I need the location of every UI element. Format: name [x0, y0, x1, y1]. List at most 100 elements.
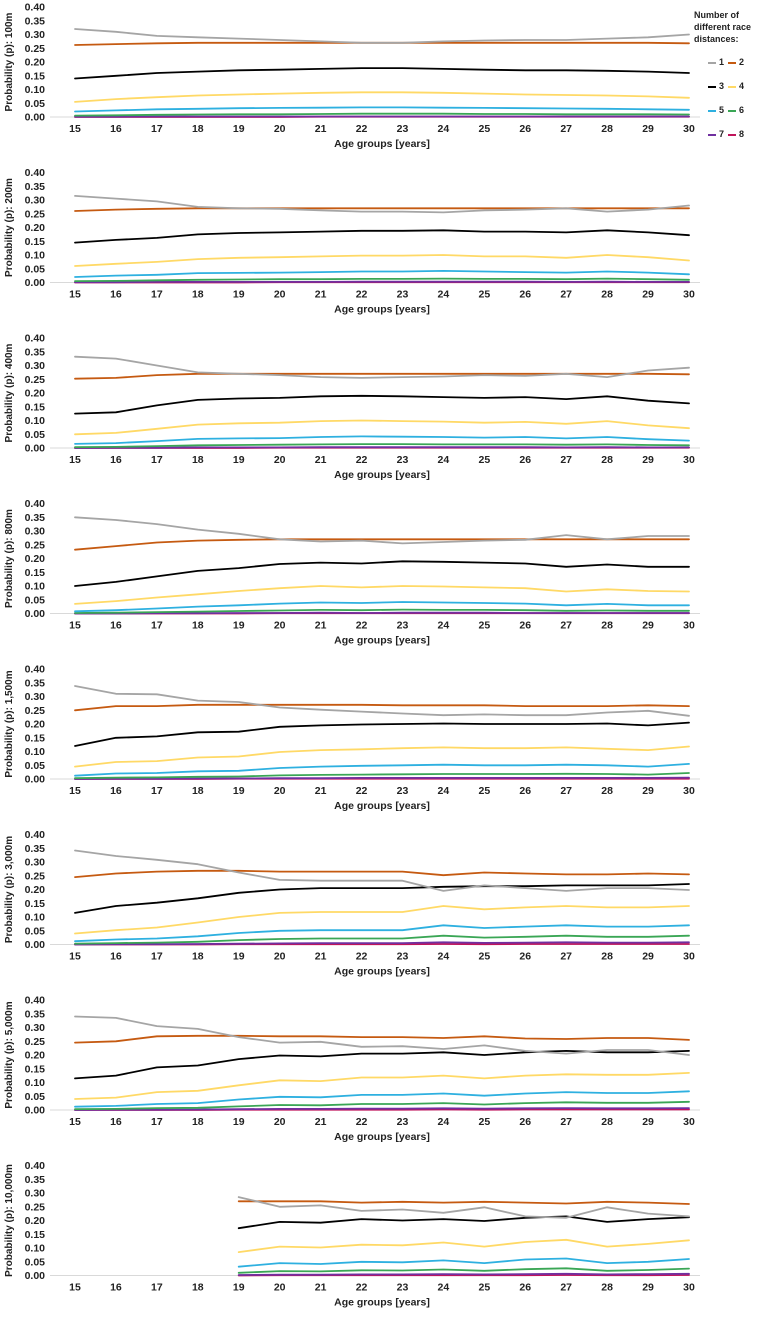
- x-tick-label: 23: [397, 785, 409, 797]
- x-tick-label: 15: [69, 1116, 81, 1128]
- y-tick-label: 0.15: [25, 1229, 46, 1241]
- x-tick-label: 27: [560, 289, 572, 301]
- y-tick-label: 0.00: [25, 443, 46, 455]
- y-tick-label: 0.35: [25, 15, 46, 27]
- y-tick-label: 0.00: [25, 277, 46, 289]
- x-tick-label: 26: [519, 454, 531, 466]
- x-tick-label: 26: [519, 951, 531, 963]
- y-tick-label: 0.40: [25, 664, 46, 676]
- y-tick-label: 0.40: [25, 995, 46, 1007]
- x-tick-label: 24: [438, 454, 450, 466]
- x-tick-label: 17: [151, 289, 163, 301]
- x-tick-label: 26: [519, 123, 531, 135]
- x-tick-label: 28: [601, 1116, 613, 1128]
- series-line-3: [74, 67, 690, 80]
- x-tick-label: 26: [519, 1116, 531, 1128]
- x-tick-label: 18: [192, 1116, 204, 1128]
- x-tick-label: 27: [560, 620, 572, 632]
- x-tick-label: 24: [438, 1282, 450, 1294]
- x-tick-label: 17: [151, 1116, 163, 1128]
- series-line-6: [74, 608, 690, 614]
- y-tick-label: 0.15: [25, 236, 46, 248]
- x-tick-label: 16: [110, 289, 122, 301]
- x-tick-label: 17: [151, 454, 163, 466]
- x-tick-label: 19: [233, 454, 245, 466]
- x-tick-label: 27: [560, 454, 572, 466]
- y-axis-label: Probability (p): 5,000m: [4, 1001, 15, 1108]
- y-tick-label: 0.15: [25, 732, 46, 744]
- x-tick-label: 21: [315, 123, 327, 135]
- legend-swatch: [708, 110, 716, 112]
- series-line-5: [74, 1090, 690, 1108]
- y-tick-label: 0.30: [25, 360, 46, 372]
- x-tick-label: 26: [519, 620, 531, 632]
- legend-title-line: distances:: [694, 34, 739, 44]
- x-tick-label: 22: [356, 123, 368, 135]
- y-tick-label: 0.25: [25, 870, 46, 882]
- y-tick-label: 0.20: [25, 884, 46, 896]
- series-line-7: [74, 1107, 690, 1111]
- series-line-6: [74, 934, 690, 945]
- x-tick-label: 24: [438, 620, 450, 632]
- legend-label: 1: [719, 57, 725, 67]
- series-line-7: [74, 776, 690, 780]
- y-tick-label: 0.05: [25, 1091, 46, 1103]
- y-tick-label: 0.25: [25, 43, 46, 55]
- x-tick-label: 29: [642, 289, 654, 301]
- series-line-2: [74, 372, 690, 380]
- series-line-7: [74, 941, 690, 946]
- y-tick-label: 0.20: [25, 222, 46, 234]
- series-line-1: [74, 1015, 690, 1056]
- x-tick-label: 25: [478, 1282, 490, 1294]
- y-tick-label: 0.10: [25, 415, 46, 427]
- x-tick-label: 15: [69, 123, 81, 135]
- legend-swatch: [708, 62, 716, 64]
- legend-label: 3: [719, 81, 725, 91]
- x-tick-label: 19: [233, 951, 245, 963]
- y-tick-label: 0.00: [25, 1270, 46, 1282]
- y-tick-label: 0.35: [25, 346, 46, 358]
- x-tick-label: 16: [110, 1282, 122, 1294]
- x-tick-label: 19: [233, 289, 245, 301]
- y-tick-label: 0.10: [25, 84, 46, 96]
- x-tick-label: 19: [233, 1282, 245, 1294]
- x-tick-label: 22: [356, 454, 368, 466]
- x-tick-label: 23: [397, 454, 409, 466]
- x-tick-label: 27: [560, 1282, 572, 1294]
- x-tick-label: 22: [356, 289, 368, 301]
- x-tick-label: 27: [560, 785, 572, 797]
- x-tick-label: 25: [478, 123, 490, 135]
- x-tick-label: 21: [315, 951, 327, 963]
- y-tick-label: 0.05: [25, 925, 46, 937]
- y-axis-label: Probability (p): 1,500m: [4, 670, 15, 777]
- y-axis-label: Probability (p): 100m: [4, 12, 15, 111]
- y-tick-label: 0.00: [25, 112, 46, 124]
- x-tick-label: 25: [478, 289, 490, 301]
- legend-label: 8: [739, 129, 745, 139]
- series-line-3: [74, 883, 690, 914]
- x-tick-label: 28: [601, 951, 613, 963]
- series-line-2: [74, 1034, 690, 1044]
- y-tick-label: 0.10: [25, 1243, 46, 1255]
- series-line-4: [74, 1072, 690, 1100]
- x-tick-label: 29: [642, 1116, 654, 1128]
- x-tick-label: 17: [151, 1282, 163, 1294]
- series-line-6: [237, 1267, 690, 1274]
- x-axis-label: Age groups [years]: [334, 1297, 430, 1309]
- x-tick-label: 23: [397, 289, 409, 301]
- x-tick-label: 16: [110, 620, 122, 632]
- series-line-3: [74, 721, 690, 747]
- x-axis-label: Age groups [years]: [334, 635, 430, 647]
- x-tick-label: 18: [192, 620, 204, 632]
- x-tick-label: 19: [233, 620, 245, 632]
- legend-swatch: [708, 134, 716, 136]
- x-tick-label: 21: [315, 1282, 327, 1294]
- y-tick-label: 0.35: [25, 1174, 46, 1186]
- y-tick-label: 0.30: [25, 29, 46, 41]
- x-tick-label: 29: [642, 123, 654, 135]
